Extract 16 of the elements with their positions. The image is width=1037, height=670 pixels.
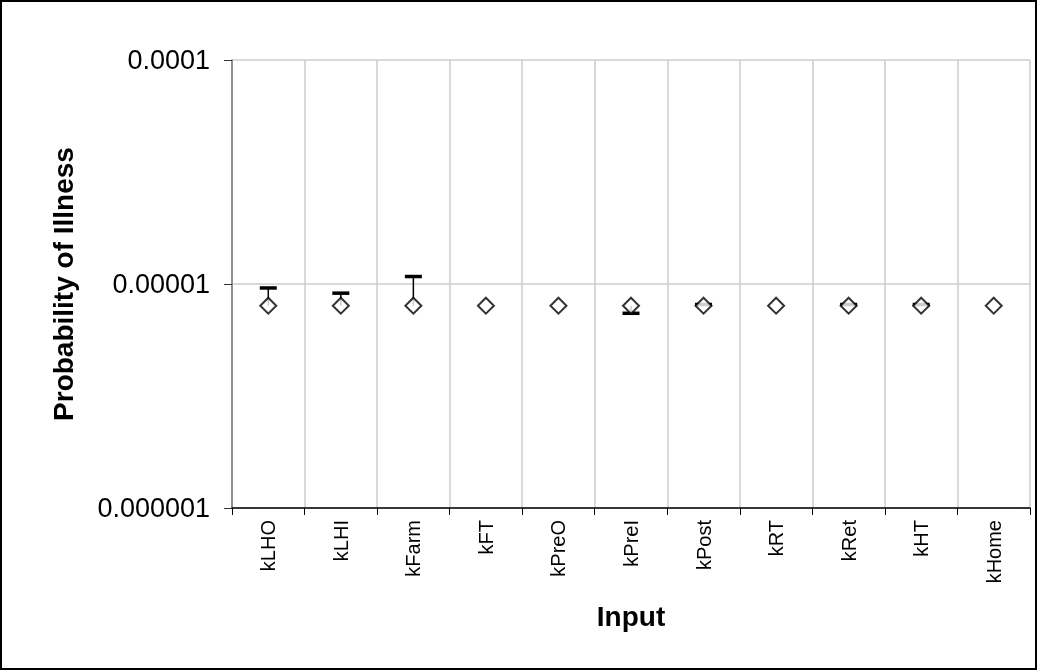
x-tick-label: kLHI bbox=[329, 520, 352, 562]
x-tick-label: kLHO bbox=[257, 520, 280, 572]
x-tick-label: kHT bbox=[910, 520, 933, 557]
x-tick-label: kFT bbox=[474, 520, 497, 555]
y-tick-label: 0.000001 bbox=[97, 493, 210, 523]
x-tick-label: kPost bbox=[692, 519, 715, 571]
x-tick-label: kRet bbox=[837, 519, 860, 562]
x-tick-label: kRT bbox=[765, 520, 788, 557]
x-tick-label: kFarm bbox=[402, 520, 425, 577]
x-axis-title: Input bbox=[596, 600, 666, 632]
y-axis-title: Probability of Illness bbox=[47, 147, 79, 421]
x-tick-label: kPreI bbox=[620, 520, 642, 567]
y-tick-label: 0.0001 bbox=[127, 45, 210, 75]
y-tick-label: 0.00001 bbox=[112, 269, 210, 299]
x-tick-label: kPreO bbox=[547, 520, 570, 577]
x-tick-label: kHome bbox=[982, 520, 1005, 584]
